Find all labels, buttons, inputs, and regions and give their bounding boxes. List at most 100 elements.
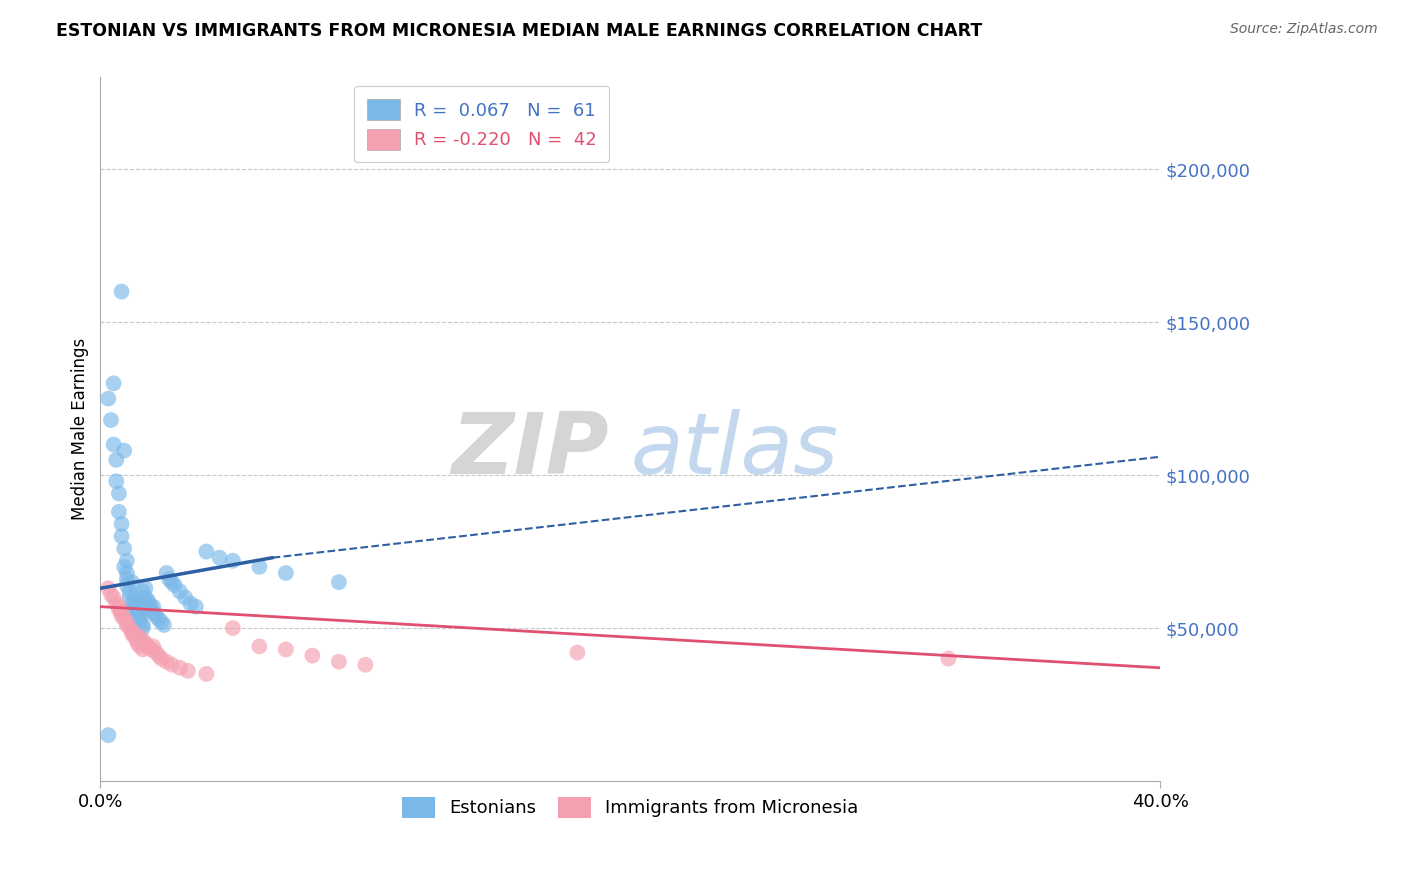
Point (110, 529, 132, 543)
Point (134, 582, 156, 596)
Point (134, 636, 156, 650)
Point (110, 608, 132, 623)
Point (274, 566, 297, 580)
Point (124, 627, 146, 641)
Text: ESTONIAN VS IMMIGRANTS FROM MICRONESIA MEDIAN MALE EARNINGS CORRELATION CHART: ESTONIAN VS IMMIGRANTS FROM MICRONESIA M… (56, 22, 983, 40)
Point (115, 618, 138, 632)
Point (112, 541, 135, 556)
Point (132, 618, 155, 632)
Point (127, 636, 149, 650)
Point (160, 575, 183, 590)
Point (153, 618, 176, 632)
Point (179, 597, 201, 611)
Point (121, 575, 143, 590)
Point (938, 651, 960, 665)
Point (174, 591, 197, 605)
Point (127, 633, 149, 648)
Point (115, 554, 138, 568)
Point (121, 627, 143, 641)
Point (247, 560, 270, 574)
Point (103, 591, 125, 605)
Point (160, 657, 183, 672)
Point (195, 667, 218, 681)
Point (177, 664, 200, 678)
Point (105, 597, 128, 611)
Point (222, 554, 245, 568)
Point (157, 572, 180, 586)
Point (97, 582, 120, 596)
Point (132, 621, 155, 635)
Point (118, 591, 141, 605)
Point (148, 612, 170, 626)
Point (97, 728, 120, 742)
Point (132, 642, 155, 657)
Point (115, 615, 138, 629)
Y-axis label: Median Male Earnings: Median Male Earnings (72, 338, 89, 520)
Point (121, 603, 143, 617)
Point (103, 437, 125, 451)
Point (301, 648, 323, 663)
Point (124, 591, 146, 605)
Point (121, 597, 143, 611)
Point (108, 599, 131, 614)
Point (129, 606, 152, 620)
Point (129, 612, 152, 626)
Point (112, 443, 135, 458)
Point (112, 560, 135, 574)
Point (134, 591, 156, 605)
Point (124, 599, 146, 614)
Point (108, 486, 131, 500)
Point (110, 285, 132, 299)
Point (105, 474, 128, 488)
Point (115, 572, 138, 586)
Point (129, 615, 152, 629)
Point (139, 599, 162, 614)
Point (142, 640, 165, 654)
Point (118, 584, 141, 599)
Point (108, 505, 131, 519)
Point (110, 606, 132, 620)
Point (132, 633, 155, 648)
Point (121, 624, 143, 639)
Point (150, 615, 173, 629)
Point (136, 640, 159, 654)
Text: Source: ZipAtlas.com: Source: ZipAtlas.com (1230, 22, 1378, 37)
Legend: Estonians, Immigrants from Micronesia: Estonians, Immigrants from Micronesia (395, 789, 866, 825)
Point (129, 640, 152, 654)
Point (118, 621, 141, 635)
Point (328, 655, 350, 669)
Point (127, 606, 149, 620)
Point (124, 630, 146, 644)
Point (100, 587, 122, 601)
Point (110, 516, 132, 531)
Point (195, 544, 218, 558)
Point (115, 566, 138, 580)
Text: ZIP: ZIP (451, 409, 609, 491)
Point (108, 603, 131, 617)
Point (142, 606, 165, 620)
Point (184, 599, 207, 614)
Point (169, 584, 191, 599)
Point (115, 578, 138, 592)
Point (274, 642, 297, 657)
Text: atlas: atlas (630, 409, 838, 491)
Point (145, 646, 167, 660)
Point (97, 392, 120, 406)
Point (136, 593, 159, 607)
Point (163, 578, 186, 592)
Point (127, 608, 149, 623)
Point (145, 608, 167, 623)
Point (132, 584, 155, 599)
Point (567, 646, 589, 660)
Point (139, 603, 162, 617)
Point (247, 640, 270, 654)
Point (354, 657, 377, 672)
Point (112, 612, 135, 626)
Point (139, 642, 162, 657)
Point (150, 651, 173, 665)
Point (103, 376, 125, 391)
Point (129, 630, 152, 644)
Point (328, 575, 350, 590)
Point (105, 452, 128, 467)
Point (208, 550, 231, 565)
